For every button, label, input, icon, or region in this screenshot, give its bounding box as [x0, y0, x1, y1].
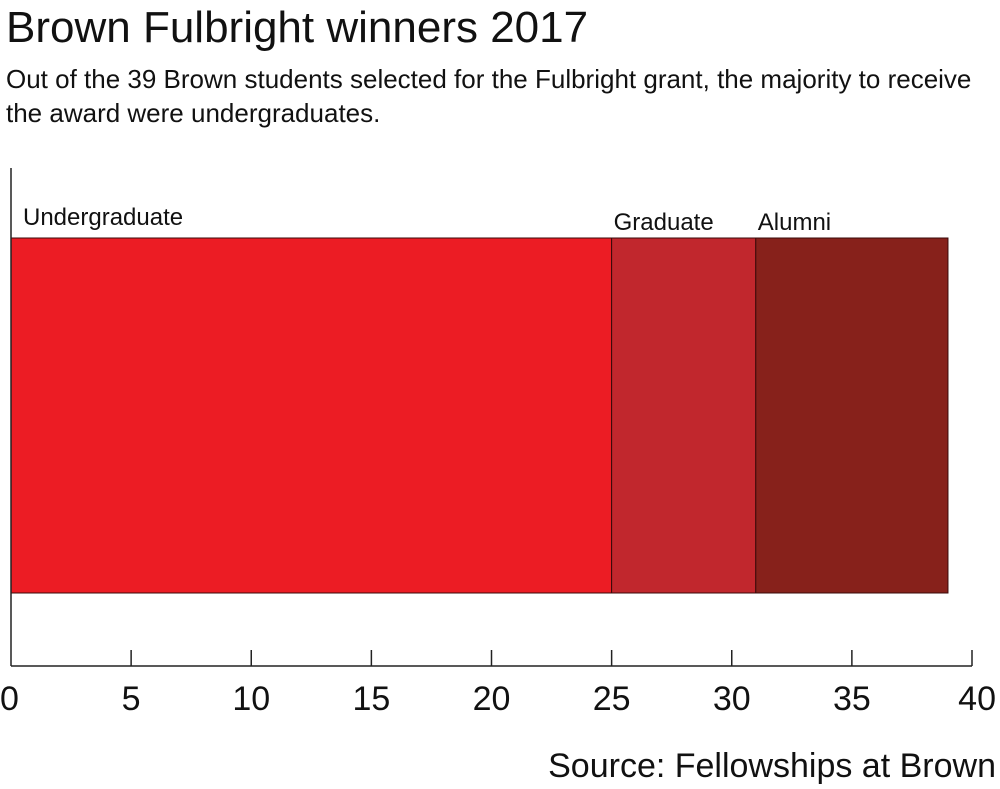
- chart-subtitle: Out of the 39 Brown students selected fo…: [6, 64, 972, 128]
- x-tick-label-15: 15: [352, 680, 390, 718]
- segment-label-group: Undergraduate Graduate Alumni: [23, 204, 831, 236]
- segment-label-graduate: Graduate: [614, 209, 714, 236]
- bar-segment-alumni: [755, 237, 949, 594]
- x-tick-label-10: 10: [232, 680, 270, 718]
- segment-label-undergraduate: Undergraduate: [23, 204, 183, 231]
- x-tick-label-20: 20: [473, 680, 511, 718]
- x-tick-label-35: 35: [833, 680, 871, 718]
- x-tick-label-5: 5: [122, 680, 141, 718]
- x-tick-label-30: 30: [713, 680, 751, 718]
- x-tick-group: 0 5 10 15 20 25 30 35 40: [0, 650, 996, 718]
- chart-title: Brown Fulbright winners 2017: [6, 3, 589, 52]
- segment-label-alumni: Alumni: [758, 209, 831, 236]
- bar-segment-graduate: [611, 237, 757, 594]
- source-note: Source: Fellowships at Brown: [548, 747, 996, 785]
- x-tick-label-25: 25: [593, 680, 631, 718]
- bar-segment-undergraduate: [10, 237, 613, 594]
- x-tick-label-40: 40: [958, 680, 996, 718]
- bar-group: [10, 237, 949, 594]
- x-tick-label-0: 0: [0, 680, 19, 718]
